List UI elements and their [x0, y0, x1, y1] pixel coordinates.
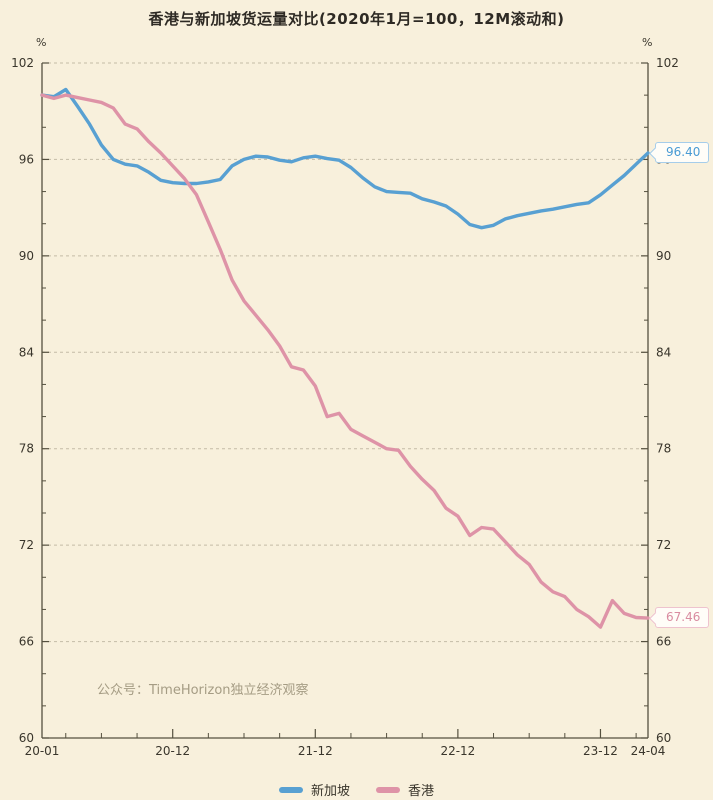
y-tick-label-left: 96	[19, 152, 34, 166]
x-tick-label: 21-12	[298, 744, 333, 758]
y-tick-label-left: 60	[19, 731, 34, 745]
x-tick-label: 22-12	[440, 744, 475, 758]
y-tick-label-left: 102	[11, 56, 34, 70]
singapore-line-swatch-icon	[278, 786, 303, 793]
legend: 新加坡 香港	[0, 780, 713, 799]
y-tick-label-right: 78	[656, 442, 671, 456]
y-tick-label-left: 72	[19, 538, 34, 552]
x-tick-label: 20-12	[155, 744, 190, 758]
y-tick-label-right: 102	[656, 56, 679, 70]
page-title: 香港与新加坡货运量对比(2020年1月=100，12M滚动和)	[148, 10, 565, 28]
x-tick-label: 23-12	[583, 744, 618, 758]
singapore-value-callout: 96.40	[649, 142, 710, 163]
legend-item-singapore: 新加坡	[278, 780, 350, 799]
y-tick-label-right: 84	[656, 345, 671, 359]
series-line-hongkong	[40, 93, 650, 629]
y-tick-label-right: 60	[656, 731, 671, 745]
hongkong-value-callout: 67.46	[649, 607, 710, 628]
singapore-value-label: 96.40	[666, 145, 701, 159]
y-tick-label-right: 72	[656, 538, 671, 552]
y-tick-label-left: 66	[19, 635, 34, 649]
x-tick-label: 24-04	[631, 744, 666, 758]
y-tick-label-left: 84	[19, 345, 34, 359]
y-tick-label-left: 90	[19, 249, 34, 263]
chart-area: 1021029696909084847878727266666060%%20-0…	[11, 36, 679, 758]
y-tick-label-right: 66	[656, 635, 671, 649]
legend-label-hongkong: 香港	[408, 784, 435, 799]
legend-label-singapore: 新加坡	[310, 784, 350, 799]
y-tick-label-left: 78	[19, 442, 34, 456]
series-line-singapore	[40, 87, 650, 230]
x-tick-label: 20-01	[25, 744, 60, 758]
hongkong-line-swatch-icon	[376, 786, 400, 793]
y-unit-label-left: %	[36, 36, 46, 49]
hongkong-value-label: 67.46	[666, 610, 701, 624]
legend-item-hongkong: 香港	[376, 780, 434, 799]
y-unit-label-right: %	[642, 36, 652, 49]
watermark: 公众号：TimeHorizon独立经济观察	[97, 683, 309, 698]
y-tick-label-right: 90	[656, 249, 671, 263]
